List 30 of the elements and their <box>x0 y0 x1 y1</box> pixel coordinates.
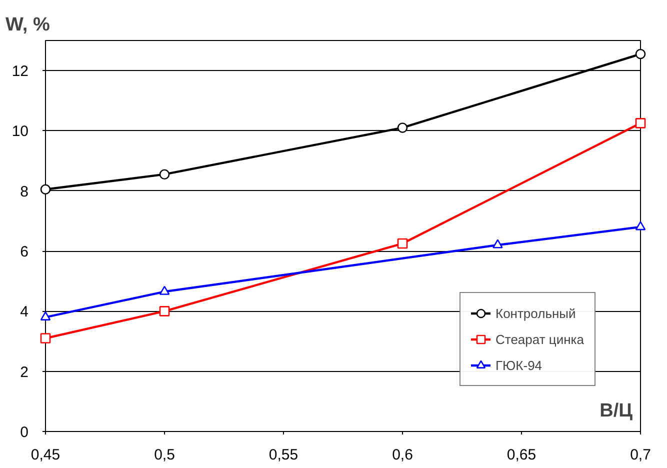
point <box>635 118 646 128</box>
point <box>397 238 408 249</box>
y-axis-title: W, % <box>6 14 50 36</box>
x-tick-label: 0,55 <box>268 446 298 464</box>
y-tick-label: 2 <box>20 364 28 381</box>
x-tick-label: 0,7 <box>630 446 651 464</box>
x-tick-label: 0,45 <box>30 446 60 464</box>
x-axis-title: В/Ц <box>600 400 633 422</box>
point <box>40 333 51 344</box>
y-tick-label: 0 <box>20 424 28 441</box>
y-tick-label: 4 <box>20 304 28 321</box>
y-tick-label: 10 <box>12 123 29 140</box>
point <box>159 169 170 180</box>
legend-label: Стеарат цинка <box>496 330 584 349</box>
x-tick-label: 0,5 <box>154 446 175 464</box>
legend-label: ГЮК-94 <box>496 356 542 374</box>
y-tick-label: 6 <box>20 244 28 261</box>
point <box>40 184 51 195</box>
y-tick-label: 8 <box>20 183 28 200</box>
x-tick-label: 0,6 <box>392 446 413 464</box>
legend-label: Контрольный <box>496 304 576 323</box>
point <box>159 306 170 316</box>
point <box>635 221 646 230</box>
y-tick-label: 12 <box>12 63 29 80</box>
point <box>635 48 646 60</box>
point <box>492 239 503 248</box>
point <box>397 122 408 133</box>
x-tick-label: 0,65 <box>506 446 536 464</box>
point <box>159 286 170 295</box>
point <box>40 311 51 320</box>
